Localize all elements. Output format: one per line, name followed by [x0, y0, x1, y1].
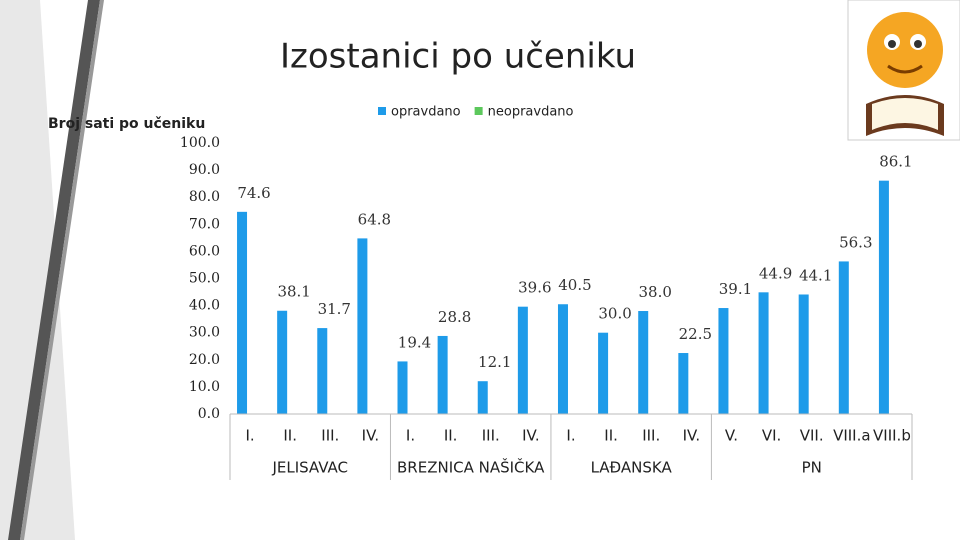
y-tick-label: 50.0 [189, 271, 220, 287]
x-tick-label: VI. [762, 427, 781, 445]
group-label: JELISAVAC [271, 459, 348, 477]
legend-swatch [378, 107, 386, 115]
bar [638, 311, 649, 414]
y-tick-label: 10.0 [189, 379, 220, 395]
value-label: 86.1 [879, 153, 912, 171]
x-tick-label: VIII.b [873, 427, 911, 445]
value-label: 28.8 [438, 308, 471, 326]
y-tick-label: 30.0 [189, 325, 220, 341]
bar [437, 335, 448, 414]
value-label: 38.0 [639, 283, 672, 301]
x-tick-label: II. [444, 427, 458, 445]
x-tick-label: I. [406, 427, 415, 445]
bar [878, 180, 889, 414]
y-tick-label: 90.0 [189, 162, 220, 178]
value-label: 12.1 [478, 353, 511, 371]
y-tick-label: 80.0 [189, 189, 220, 205]
value-label: 56.3 [839, 233, 872, 251]
x-tick-label: IV. [362, 427, 380, 445]
bar [237, 211, 248, 414]
value-label: 39.6 [518, 279, 551, 297]
bar [838, 261, 849, 414]
bar [798, 294, 809, 414]
value-label: 64.8 [358, 210, 391, 228]
value-label: 74.6 [237, 184, 270, 202]
x-tick-label: I. [245, 427, 254, 445]
bar [397, 361, 408, 414]
x-tick-label: VII. [800, 427, 824, 445]
y-tick-label: 60.0 [189, 243, 220, 259]
bar [277, 310, 288, 414]
bar [598, 332, 609, 414]
bar [357, 238, 368, 414]
x-tick-label: III. [482, 427, 500, 445]
value-label: 22.5 [679, 325, 712, 343]
bar [718, 308, 729, 414]
y-tick-label: 100.0 [180, 135, 220, 151]
x-tick-label: II. [604, 427, 618, 445]
bar [557, 304, 568, 414]
x-tick-label: III. [642, 427, 660, 445]
y-tick-label: 40.0 [189, 298, 220, 314]
value-label: 39.1 [719, 280, 752, 298]
bar [517, 306, 528, 414]
value-label: 31.7 [318, 300, 351, 318]
x-tick-label: IV. [522, 427, 540, 445]
group-label: BREZNICA NAŠIČKA [397, 458, 545, 477]
x-tick-label: IV. [683, 427, 701, 445]
value-label: 19.4 [398, 333, 431, 351]
value-label: 44.9 [759, 264, 792, 282]
value-label: 44.1 [799, 266, 832, 284]
y-tick-label: 0.0 [198, 406, 220, 422]
bar [477, 381, 488, 414]
x-tick-label: I. [566, 427, 575, 445]
x-tick-label: V. [725, 427, 738, 445]
y-tick-label: 70.0 [189, 216, 220, 232]
value-label: 40.5 [558, 276, 591, 294]
bar [317, 328, 328, 414]
x-tick-label: VIII.a [833, 427, 871, 445]
group-label: LAĐANSKA [591, 459, 673, 477]
legend-label: opravdano [391, 105, 461, 120]
bar [758, 292, 769, 414]
x-tick-label: III. [321, 427, 339, 445]
group-label: PN [802, 459, 822, 477]
legend-swatch [474, 107, 483, 115]
y-axis-label: Broj sati po učeniku [48, 116, 205, 132]
x-tick-label: II. [283, 427, 297, 445]
chart-title: Izostanici po učeniku [280, 37, 636, 77]
legend-label: neopravdano [488, 105, 574, 120]
bar [678, 353, 689, 414]
value-label: 38.1 [277, 283, 310, 301]
value-label: 30.0 [598, 305, 631, 323]
y-tick-label: 20.0 [189, 352, 220, 368]
